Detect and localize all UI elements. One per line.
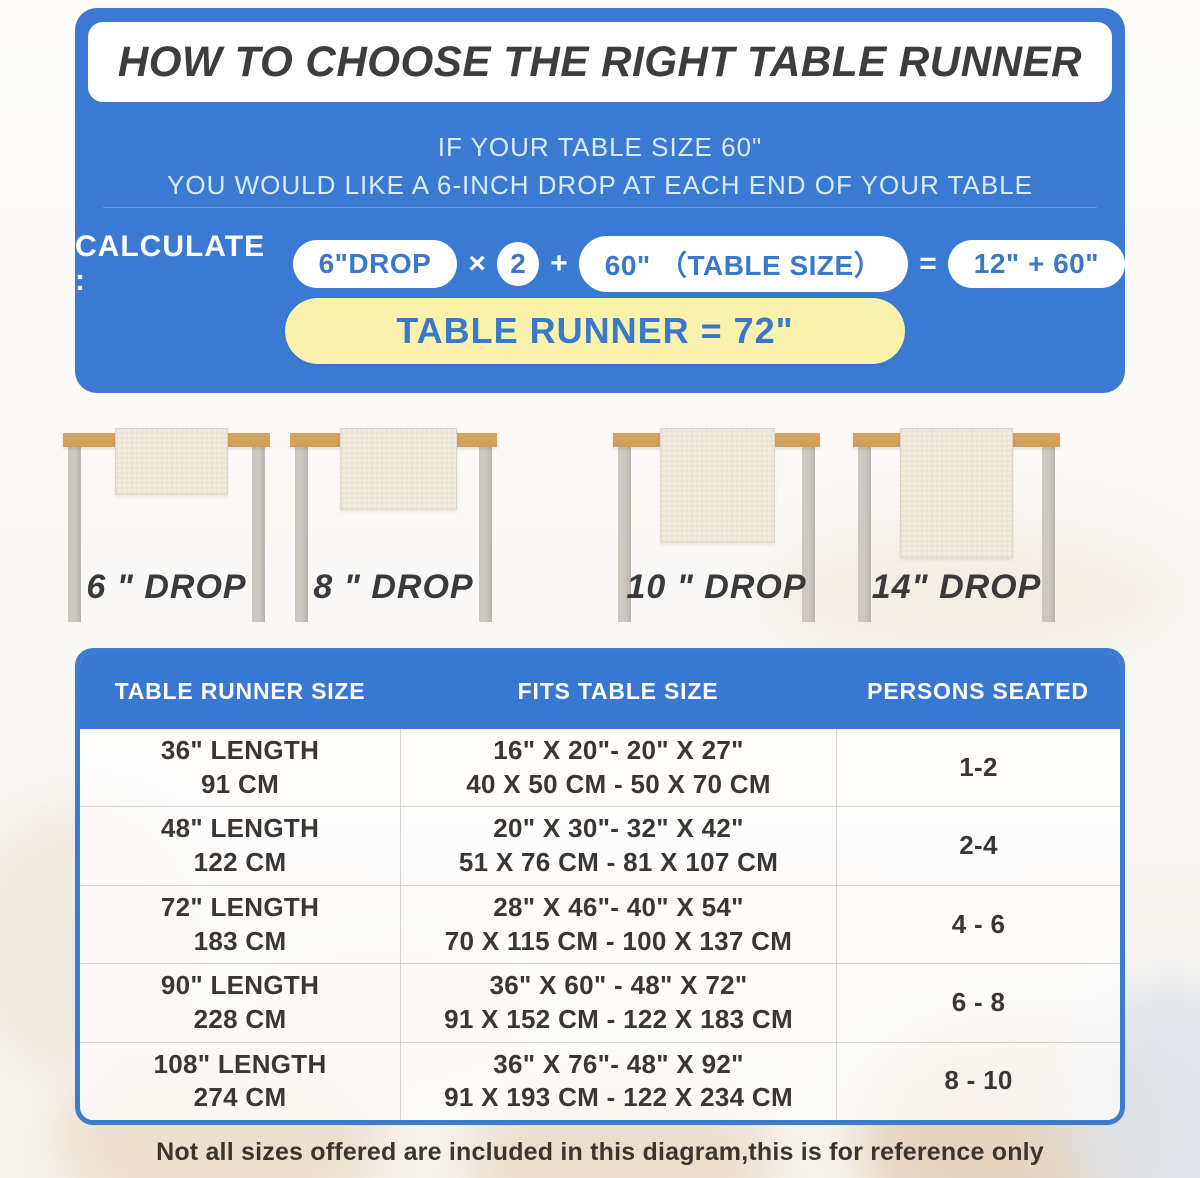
sum-pill: 12" + 60": [947, 240, 1125, 288]
length-cm: 274 CM: [193, 1082, 287, 1113]
subtitle-line-2: YOU WOULD LIKE A 6-INCH DROP AT EACH END…: [167, 170, 1033, 200]
size-chart-body: 36" LENGTH 91 CM 16" X 20"- 20" X 27" 40…: [80, 729, 1120, 1120]
header-banner: HOW TO CHOOSE THE RIGHT TABLE RUNNER IF …: [75, 8, 1125, 393]
runner-size-cell: 48" LENGTH 122 CM: [80, 807, 400, 884]
length-inches: 48" LENGTH: [160, 813, 320, 844]
persons-count: 1-2: [959, 751, 998, 782]
table-leg: [479, 447, 492, 622]
table-leg: [68, 447, 81, 622]
fits-table-cell: 36" X 76"- 48" X 92" 91 X 193 CM - 122 X…: [400, 1042, 836, 1120]
table-row: 48" LENGTH 122 CM 20" X 30"- 32" X 42" 5…: [80, 806, 1120, 885]
calculate-label: CALCULATE :: [75, 230, 266, 297]
result-text: TABLE RUNNER = 72": [396, 310, 794, 351]
persons-cell: 4 - 6: [836, 885, 1120, 964]
table-leg: [858, 447, 871, 622]
table-leg: [618, 447, 631, 622]
runner-size-cell: 36" LENGTH 91 CM: [80, 729, 400, 806]
length-cm: 91 CM: [200, 768, 280, 799]
runner-size-cell: 90" LENGTH 228 CM: [80, 964, 400, 1041]
factor-circle: 2: [496, 242, 540, 286]
fits-cm: 51 X 76 CM - 81 X 107 CM: [458, 847, 779, 878]
plus-operator: +: [550, 247, 568, 280]
table-row: 108" LENGTH 274 CM 36" X 76"- 48" X 92" …: [80, 1041, 1120, 1120]
drop-label: 6 " DROP: [86, 568, 247, 606]
calculation-row: CALCULATE : 6"DROP × 2 + 60" （TABLE SIZE…: [75, 230, 1125, 297]
table-leg: [252, 447, 265, 622]
fits-inches: 36" X 60" - 48" X 72": [489, 970, 748, 1001]
result-pill: TABLE RUNNER = 72": [285, 298, 905, 364]
fits-table-cell: 28" X 46"- 40" X 54" 70 X 115 CM - 100 X…: [400, 885, 836, 964]
length-inches: 72" LENGTH: [160, 891, 320, 922]
fits-table-cell: 16" X 20"- 20" X 27" 40 X 50 CM - 50 X 7…: [400, 729, 836, 807]
drop-label: 10 " DROP: [626, 568, 807, 606]
fits-inches: 16" X 20"- 20" X 27": [493, 734, 744, 765]
persons-count: 6 - 8: [951, 987, 1006, 1018]
drop-diagram-8in: 8 " DROP: [290, 425, 497, 625]
length-cm: 183 CM: [193, 925, 287, 956]
persons-cell: 8 - 10: [836, 1042, 1120, 1120]
fits-inches: 20" X 30"- 32" X 42": [493, 813, 744, 844]
column-header-fits-table: FITS TABLE SIZE: [517, 677, 719, 704]
table-row: 90" LENGTH 228 CM 36" X 60" - 48" X 72" …: [80, 963, 1120, 1042]
fits-cm: 91 X 152 CM - 122 X 183 CM: [444, 1003, 793, 1034]
persons-cell: 6 - 8: [836, 964, 1120, 1042]
table-leg: [802, 447, 815, 622]
table-size-pill: 60" （TABLE SIZE）: [578, 236, 909, 292]
persons-cell: 2-4: [836, 807, 1120, 885]
length-inches: 108" LENGTH: [153, 1048, 327, 1079]
length-cm: 228 CM: [193, 1003, 287, 1034]
table-runner: [340, 428, 457, 510]
runner-size-cell: 108" LENGTH 274 CM: [80, 1043, 400, 1120]
times-operator: ×: [468, 247, 486, 280]
equals-operator: =: [919, 247, 937, 280]
fits-inches: 28" X 46"- 40" X 54": [493, 891, 744, 922]
drop-diagram-10in: 10 " DROP: [613, 425, 820, 625]
fits-cm: 40 X 50 CM - 50 X 70 CM: [466, 768, 771, 799]
fits-table-cell: 36" X 60" - 48" X 72" 91 X 152 CM - 122 …: [400, 964, 836, 1042]
persons-count: 2-4: [959, 830, 998, 861]
length-inches: 36" LENGTH: [160, 734, 320, 765]
column-header-runner-size: TABLE RUNNER SIZE: [114, 677, 366, 704]
column-header-persons: PERSONS SEATED: [867, 677, 1089, 704]
table-leg: [295, 447, 308, 622]
subtitle-line-1: IF YOUR TABLE SIZE 60": [437, 132, 763, 162]
fits-cm: 70 X 115 CM - 100 X 137 CM: [444, 925, 793, 956]
drop-label: 14" DROP: [871, 568, 1042, 606]
drop-diagram-14in: 14" DROP: [853, 425, 1060, 625]
persons-cell: 1-2: [836, 729, 1120, 807]
drop-label: 8 " DROP: [313, 568, 474, 606]
table-runner: [115, 428, 228, 495]
persons-count: 4 - 6: [951, 908, 1006, 939]
persons-count: 8 - 10: [944, 1065, 1013, 1096]
table-row: 72" LENGTH 183 CM 28" X 46"- 40" X 54" 7…: [80, 884, 1120, 964]
fits-table-cell: 20" X 30"- 32" X 42" 51 X 76 CM - 81 X 1…: [400, 807, 836, 885]
page-title: HOW TO CHOOSE THE RIGHT TABLE RUNNER: [117, 37, 1083, 86]
drop-value-pill: 6"DROP: [292, 240, 458, 288]
table-runner: [660, 428, 775, 543]
length-inches: 90" LENGTH: [160, 970, 320, 1001]
fits-inches: 36" X 76"- 48" X 92": [493, 1048, 744, 1079]
table-row: 36" LENGTH 91 CM 16" X 20"- 20" X 27" 40…: [80, 729, 1120, 807]
length-cm: 122 CM: [193, 847, 287, 878]
runner-size-cell: 72" LENGTH 183 CM: [80, 886, 400, 963]
banner-divider: [103, 207, 1097, 208]
drop-diagram-6in: 6 " DROP: [63, 425, 270, 625]
fits-cm: 91 X 193 CM - 122 X 234 CM: [444, 1082, 793, 1113]
title-box: HOW TO CHOOSE THE RIGHT TABLE RUNNER: [88, 22, 1112, 102]
table-runner: [900, 428, 1013, 558]
table-leg: [1042, 447, 1055, 622]
size-chart-header: TABLE RUNNER SIZE FITS TABLE SIZE PERSON…: [80, 653, 1120, 729]
size-chart: TABLE RUNNER SIZE FITS TABLE SIZE PERSON…: [75, 648, 1125, 1125]
reference-note: Not all sizes offered are included in th…: [156, 1138, 1044, 1166]
